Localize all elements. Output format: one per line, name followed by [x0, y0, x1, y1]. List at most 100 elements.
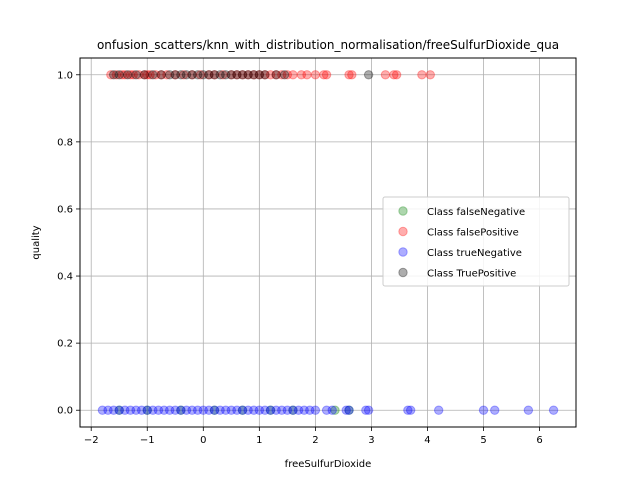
data-point [310, 70, 321, 80]
data-point [433, 405, 444, 415]
data-point [181, 70, 192, 80]
data-point [195, 70, 206, 80]
legend-label: Class TruePositive [427, 269, 516, 280]
data-point [347, 70, 357, 80]
data-point [389, 70, 399, 80]
data-point [136, 405, 147, 415]
x-tick-label: 6 [536, 435, 542, 446]
data-point [403, 405, 413, 415]
data-point [221, 405, 231, 415]
data-point [97, 405, 108, 415]
x-tick-label: 4 [424, 435, 430, 446]
data-point [265, 405, 276, 415]
data-point [299, 405, 309, 415]
data-point [114, 405, 124, 415]
legend-marker [398, 226, 408, 237]
data-point [271, 70, 281, 80]
data-point [178, 70, 189, 80]
data-point [198, 70, 208, 80]
data-point [156, 70, 166, 80]
data-point [125, 405, 136, 415]
data-point [125, 70, 136, 80]
y-tick-label: 0.2 [57, 339, 73, 350]
data-point [218, 70, 228, 80]
data-point [187, 405, 197, 415]
data-point [153, 405, 164, 415]
plot-frame [79, 57, 577, 428]
y-tick-label: 0.4 [57, 272, 73, 283]
data-point [232, 70, 242, 80]
data-point [243, 70, 253, 80]
x-tick-label: −1 [140, 435, 155, 446]
data-point [114, 70, 124, 80]
data-point [265, 70, 276, 80]
data-point [139, 70, 150, 80]
data-point [249, 70, 259, 80]
data-point [288, 405, 298, 415]
data-point [478, 405, 489, 415]
data-point [237, 70, 248, 80]
data-point [159, 405, 169, 415]
data-point [548, 405, 559, 415]
data-point [254, 70, 265, 80]
data-point [181, 405, 192, 415]
data-point [176, 405, 186, 415]
data-point [305, 405, 315, 415]
data-point [204, 405, 214, 415]
data-point [204, 70, 214, 80]
data-point [142, 405, 152, 415]
x-tick-label: 0 [200, 435, 206, 446]
data-point [254, 405, 265, 415]
data-point [417, 70, 427, 80]
data-point [344, 405, 354, 415]
data-point [209, 70, 220, 80]
data-point [232, 405, 242, 415]
data-point [164, 405, 175, 415]
data-point [260, 70, 270, 80]
data-point [271, 405, 281, 415]
data-point [344, 405, 354, 415]
data-point [117, 70, 127, 80]
legend-box [382, 196, 570, 287]
data-point [265, 405, 276, 415]
data-point [302, 70, 312, 80]
y-tick-label: 0.0 [57, 406, 73, 417]
data-point [288, 405, 298, 415]
data-point [221, 70, 231, 80]
data-point [209, 405, 220, 415]
data-point [150, 70, 161, 80]
data-point [139, 70, 150, 80]
data-point [131, 405, 141, 415]
data-point [288, 70, 298, 80]
data-point [296, 70, 307, 80]
data-point [319, 70, 329, 80]
data-point [192, 405, 203, 415]
data-point [363, 70, 374, 80]
data-point [277, 405, 287, 415]
x-tick-label: 3 [368, 435, 374, 446]
data-point [170, 405, 180, 415]
data-point [237, 70, 248, 80]
data-point [114, 405, 124, 415]
series-2 [97, 405, 559, 415]
legend-marker [398, 247, 408, 257]
legend-marker [398, 206, 408, 216]
data-point [120, 405, 130, 415]
data-point [310, 405, 321, 415]
data-point [108, 405, 119, 415]
data-point [226, 70, 237, 80]
data-point [249, 70, 259, 80]
data-point [260, 70, 270, 80]
legend-label: Class falseNegative [427, 207, 525, 218]
x-tick-label: 5 [480, 435, 486, 446]
data-point [254, 70, 265, 80]
data-point [226, 70, 237, 80]
data-point [277, 70, 287, 80]
y-tick-label: 1.0 [57, 70, 73, 81]
data-point [162, 70, 172, 80]
data-point [361, 405, 371, 415]
data-point [204, 70, 214, 80]
x-axis-label: freeSulfurDioxide [285, 459, 372, 470]
data-point [490, 405, 500, 415]
